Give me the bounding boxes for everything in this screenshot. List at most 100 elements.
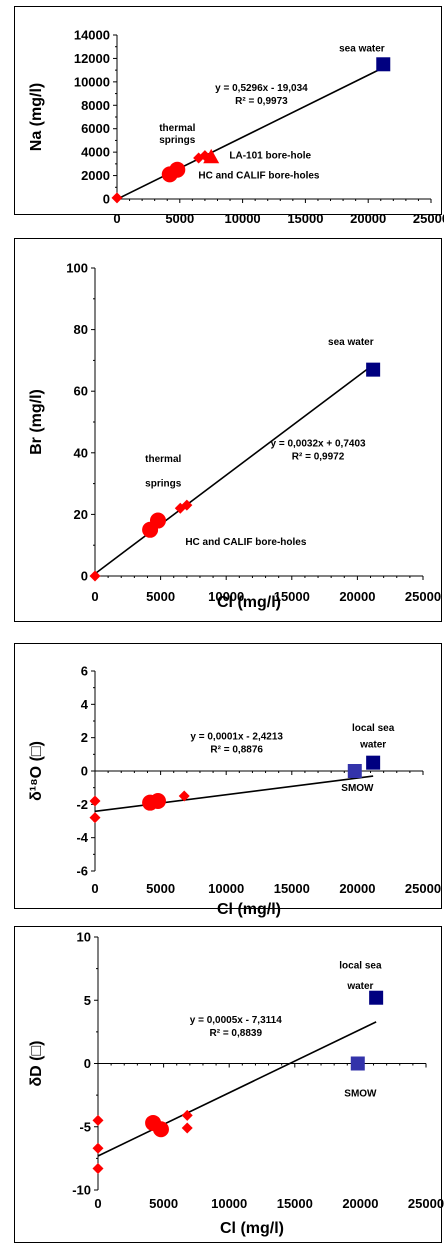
x-tick-label: 0 xyxy=(91,881,98,896)
data-point-diamond xyxy=(92,1162,104,1174)
point-annotation: HC and CALIF bore-holes xyxy=(185,537,307,548)
y-tick-label: 10000 xyxy=(74,74,110,89)
data-point-square xyxy=(366,755,381,770)
y-axis-label: Br (mg/l) xyxy=(28,389,45,455)
y-tick-label: 100 xyxy=(66,261,88,276)
y-tick-label: 4 xyxy=(81,697,89,712)
y-tick-label: -5 xyxy=(79,1119,91,1134)
chart-dd: -10 -5 0 5 10 0 5000 10000 15000 20000 25000 Cl (mg… xyxy=(28,930,444,1238)
point-annotation: LA-101 bore-hole xyxy=(229,151,311,162)
y-tick-label: 8000 xyxy=(81,98,110,113)
data-point-diamond xyxy=(181,499,193,511)
x-tick-label: 0 xyxy=(94,1196,101,1211)
trendline xyxy=(94,364,374,575)
point-annotation: water xyxy=(346,981,373,992)
chart-panel-dd: -10 -5 0 5 10 0 5000 10000 15000 20000 25000 Cl (mg… xyxy=(14,926,444,1243)
y-tick-label: 0 xyxy=(81,569,88,584)
y-tick-label: -2 xyxy=(76,797,88,812)
data-point-square xyxy=(376,57,391,72)
x-tick-label: 25000 xyxy=(405,881,441,896)
data-point-triangle xyxy=(203,148,220,164)
point-annotation: sea water xyxy=(339,43,385,54)
data-point-diamond xyxy=(181,1109,193,1121)
x-tick-label: 5000 xyxy=(146,881,175,896)
y-tick-label: -4 xyxy=(76,830,88,845)
trendline-equation: y = 0,0001x - 2,4213 xyxy=(190,731,283,742)
y-tick-label: 40 xyxy=(74,445,88,460)
x-tick-label: 15000 xyxy=(287,211,323,226)
x-tick-label: 5000 xyxy=(146,589,175,604)
y-tick-label: 14000 xyxy=(74,28,110,43)
point-annotation: SMOW xyxy=(341,783,374,794)
point-annotation: water xyxy=(359,740,386,751)
x-tick-label: 15000 xyxy=(274,589,310,604)
x-tick-label: 25000 xyxy=(405,589,441,604)
point-annotation: thermal xyxy=(159,123,195,134)
trendline xyxy=(116,66,384,200)
data-point-square xyxy=(369,990,384,1005)
x-axis-label: Cl (mg/l) xyxy=(217,901,281,918)
chart-br: 0 20 40 60 80 100 0 5000 10000 15000 20000 25000 Cl … xyxy=(28,261,441,612)
trendline xyxy=(94,775,374,813)
x-tick-label: 20000 xyxy=(339,589,375,604)
y-tick-label: 0 xyxy=(103,192,110,207)
chart-panel-br: 0 20 40 60 80 100 0 5000 10000 15000 20000 25000 Cl … xyxy=(14,238,442,622)
x-tick-label: 0 xyxy=(113,211,120,226)
chart-o18: -6 -4 -2 0 2 4 6 0 5000 10000 15000 20000 25000 Cl (m… xyxy=(28,664,441,919)
data-point-square xyxy=(366,362,381,377)
chart-panel-o18: -6 -4 -2 0 2 4 6 0 5000 10000 15000 20000 25000 Cl (m… xyxy=(14,643,442,919)
y-tick-label: 6 xyxy=(81,664,88,679)
x-tick-label: 25000 xyxy=(408,1196,444,1211)
data-point-diamond xyxy=(92,1142,104,1154)
x-tick-label: 10000 xyxy=(208,881,244,896)
chart-panel-na: 0 2000 4000 6000 8000 10000 12000 14000 0 5000 100… xyxy=(14,6,444,254)
point-annotation: local sea xyxy=(339,961,382,972)
x-tick-label: 5000 xyxy=(149,1196,178,1211)
data-point-diamond xyxy=(178,790,190,802)
x-tick-label: 10000 xyxy=(211,1196,247,1211)
x-axis-label: Cl (mg/l) xyxy=(220,1220,284,1237)
trendline-r-squared: R² = 0,8876 xyxy=(210,744,263,755)
trendline-r-squared: R² = 0,9972 xyxy=(292,452,345,463)
x-tick-label: 10000 xyxy=(208,589,244,604)
x-tick-label: 10000 xyxy=(225,211,261,226)
y-tick-label: -10 xyxy=(72,1183,91,1198)
y-tick-label: 80 xyxy=(74,322,88,337)
data-point-circle xyxy=(152,1121,169,1138)
x-tick-label: 20000 xyxy=(342,1196,378,1211)
y-tick-label: 6000 xyxy=(81,121,110,136)
y-tick-label: 20 xyxy=(74,507,88,522)
data-point-circle xyxy=(149,793,166,809)
x-tick-label: 20000 xyxy=(350,211,386,226)
point-annotation: springs xyxy=(145,479,182,490)
y-axis-label: δD (□) xyxy=(28,1040,45,1086)
y-tick-label: 2000 xyxy=(81,168,110,183)
y-axis-label: δ¹⁸O (□) xyxy=(28,741,45,801)
y-tick-label: 10 xyxy=(77,930,91,945)
data-point-diamond xyxy=(89,570,101,582)
y-tick-label: 0 xyxy=(81,764,88,779)
y-axis-label: Na (mg/l) xyxy=(28,83,45,151)
x-axis-label: Cl (mg/l) xyxy=(217,594,281,611)
x-tick-label: 15000 xyxy=(274,881,310,896)
point-annotation: SMOW xyxy=(344,1088,377,1099)
data-point-diamond xyxy=(111,192,123,204)
trendline-equation: y = 0,5296x - 19,034 xyxy=(215,83,308,94)
data-point-circle xyxy=(169,161,186,178)
data-point-square xyxy=(350,1056,365,1071)
y-tick-label: 60 xyxy=(74,384,88,399)
data-point-diamond xyxy=(89,795,101,807)
y-tick-label: 4000 xyxy=(81,145,110,160)
trendline-equation: y = 0,0005x - 7,3114 xyxy=(190,1015,282,1026)
x-tick-label: 15000 xyxy=(277,1196,313,1211)
data-point-circle xyxy=(149,512,166,529)
y-tick-label: 2 xyxy=(81,730,88,745)
y-tick-label: 12000 xyxy=(74,51,110,66)
trendline-r-squared: R² = 0,9973 xyxy=(235,96,288,107)
point-annotation: sea water xyxy=(328,337,374,348)
x-tick-label: 0 xyxy=(91,589,98,604)
point-annotation: local sea xyxy=(352,723,395,734)
data-point-diamond xyxy=(89,812,101,824)
trendline-equation: y = 0,0032x + 0,7403 xyxy=(270,439,366,450)
y-tick-label: 0 xyxy=(84,1056,91,1071)
